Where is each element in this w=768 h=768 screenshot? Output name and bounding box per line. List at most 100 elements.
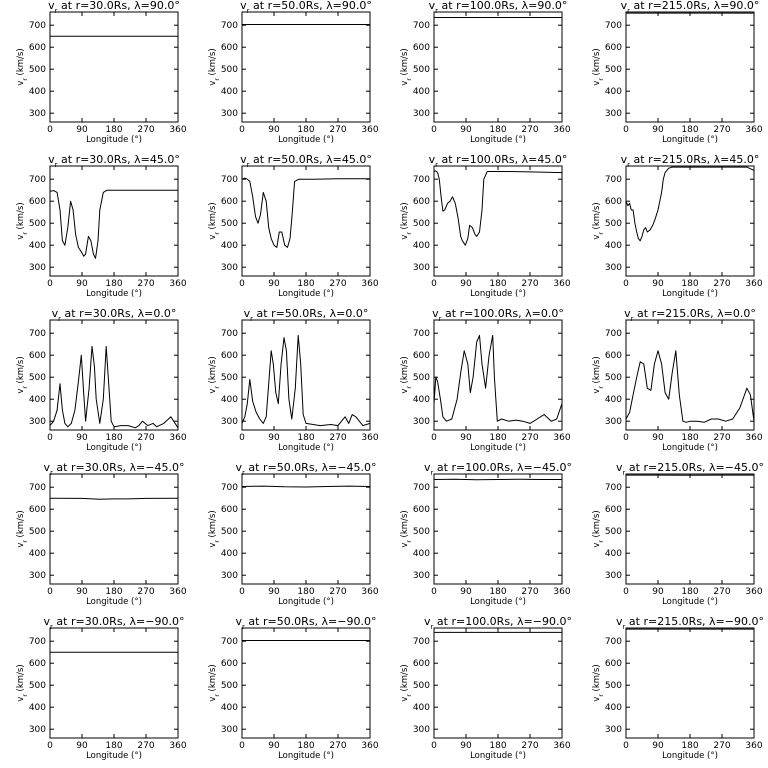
plot-frame: [49, 11, 179, 123]
subplot-title: vr at r=215.0Rs, λ=−90.0°: [616, 615, 764, 631]
y-tick-label: 700: [605, 175, 622, 185]
plot-frame: [433, 11, 563, 123]
subplot-20: vr at r=215.0Rs, λ=−90.0° 0 90 180 270 360 300…: [592, 615, 764, 761]
x-tick-label: 0: [239, 587, 245, 597]
x-tick-label: 90: [460, 125, 472, 135]
x-tick-label: 90: [76, 587, 88, 597]
x-tick-label: 0: [47, 741, 53, 751]
x-tick-label: 0: [431, 433, 437, 443]
y-tick-label: 400: [29, 703, 46, 713]
x-axis-label: Longitude (°): [278, 597, 334, 607]
y-tick-label: 600: [413, 43, 430, 53]
x-tick-label: 180: [297, 741, 314, 751]
subplot-title: vr at r=30.0Rs, λ=0.0°: [52, 307, 177, 323]
y-tick-label: 300: [29, 109, 46, 119]
y-axis-label: vr (km/s): [16, 48, 29, 85]
x-tick-label: 270: [137, 125, 154, 135]
subplot-title: vr at r=50.0Rs, λ=0.0°: [244, 307, 369, 323]
x-tick-label: 0: [239, 279, 245, 289]
x-tick-label: 180: [681, 125, 698, 135]
x-tick-label: 90: [652, 279, 664, 289]
x-tick-label: 360: [361, 587, 378, 597]
y-tick-label: 400: [29, 395, 46, 405]
x-axis-label: Longitude (°): [86, 135, 142, 145]
x-tick-label: 270: [137, 741, 154, 751]
x-tick-label: 360: [745, 741, 762, 751]
x-tick-label: 90: [652, 741, 664, 751]
y-tick-label: 400: [605, 549, 622, 559]
subplot-12: vr at r=215.0Rs, λ=0.0° 0 90 180 270 360 300 40…: [592, 307, 763, 453]
x-tick-label: 270: [137, 433, 154, 443]
y-tick-label: 600: [605, 659, 622, 669]
subplot-title: vr at r=100.0Rs, λ=45.0°: [429, 153, 568, 169]
y-axis-label: vr (km/s): [592, 356, 605, 393]
subplot-11: vr at r=100.0Rs, λ=0.0° 0 90 180 270 360 300 40…: [400, 307, 571, 453]
y-tick-label: 300: [605, 109, 622, 119]
y-tick-label: 500: [29, 681, 46, 691]
plot-frame: [241, 319, 371, 431]
y-axis-label: vr (km/s): [16, 664, 29, 701]
plot-frame: [433, 473, 563, 585]
x-tick-label: 180: [489, 741, 506, 751]
y-tick-label: 500: [29, 373, 46, 383]
x-tick-label: 180: [105, 125, 122, 135]
subplot-3: vr at r=100.0Rs, λ=90.0° 0 90 180 270 360 300 4…: [400, 0, 571, 145]
y-tick-label: 300: [221, 263, 238, 273]
subplot-title: vr at r=50.0Rs, λ=−45.0°: [236, 461, 377, 477]
y-tick-label: 500: [605, 681, 622, 691]
data-line: [626, 166, 754, 242]
subplot-title: vr at r=50.0Rs, λ=−90.0°: [236, 615, 377, 631]
y-tick-label: 600: [605, 43, 622, 53]
x-tick-label: 270: [713, 741, 730, 751]
y-tick-label: 700: [29, 175, 46, 185]
y-tick-label: 600: [413, 197, 430, 207]
x-tick-label: 180: [297, 433, 314, 443]
x-axis-label: Longitude (°): [662, 597, 718, 607]
y-tick-label: 600: [221, 351, 238, 361]
y-tick-label: 600: [221, 659, 238, 669]
y-tick-label: 700: [413, 175, 430, 185]
x-tick-label: 0: [47, 587, 53, 597]
x-tick-label: 0: [239, 125, 245, 135]
y-tick-label: 700: [29, 21, 46, 31]
x-tick-label: 90: [268, 433, 280, 443]
subplot-title: vr at r=100.0Rs, λ=−45.0°: [424, 461, 572, 477]
x-tick-label: 0: [623, 741, 629, 751]
subplot-7: vr at r=100.0Rs, λ=45.0° 0 90 180 270 360 300 4…: [400, 153, 571, 299]
y-tick-label: 500: [605, 373, 622, 383]
y-tick-label: 300: [413, 725, 430, 735]
y-tick-label: 600: [413, 505, 430, 515]
subplot-title: vr at r=100.0Rs, λ=−90.0°: [424, 615, 572, 631]
plot-frame: [625, 11, 755, 123]
y-tick-label: 600: [29, 505, 46, 515]
x-tick-label: 90: [268, 741, 280, 751]
x-tick-label: 270: [713, 587, 730, 597]
data-line: [434, 334, 562, 424]
x-tick-label: 360: [553, 741, 570, 751]
data-line: [242, 485, 370, 488]
x-tick-label: 180: [489, 433, 506, 443]
y-tick-label: 500: [221, 527, 238, 537]
y-tick-label: 500: [29, 65, 46, 75]
y-tick-label: 700: [605, 329, 622, 339]
x-tick-label: 90: [76, 433, 88, 443]
y-tick-label: 400: [221, 241, 238, 251]
x-tick-label: 90: [652, 125, 664, 135]
plot-frame: [49, 319, 179, 431]
plot-frame: [241, 11, 371, 123]
subplot-title: vr at r=100.0Rs, λ=0.0°: [432, 307, 564, 323]
y-axis-label: vr (km/s): [16, 510, 29, 547]
subplot-title: vr at r=215.0Rs, λ=0.0°: [624, 307, 756, 323]
y-tick-label: 500: [413, 65, 430, 75]
x-tick-label: 360: [169, 125, 186, 135]
data-line: [50, 497, 178, 500]
y-tick-label: 300: [413, 263, 430, 273]
y-tick-label: 600: [29, 659, 46, 669]
x-tick-label: 360: [553, 125, 570, 135]
y-tick-label: 500: [29, 219, 46, 229]
y-tick-label: 700: [221, 21, 238, 31]
x-tick-label: 360: [361, 125, 378, 135]
x-tick-label: 360: [361, 279, 378, 289]
plot-frame: [49, 627, 179, 739]
